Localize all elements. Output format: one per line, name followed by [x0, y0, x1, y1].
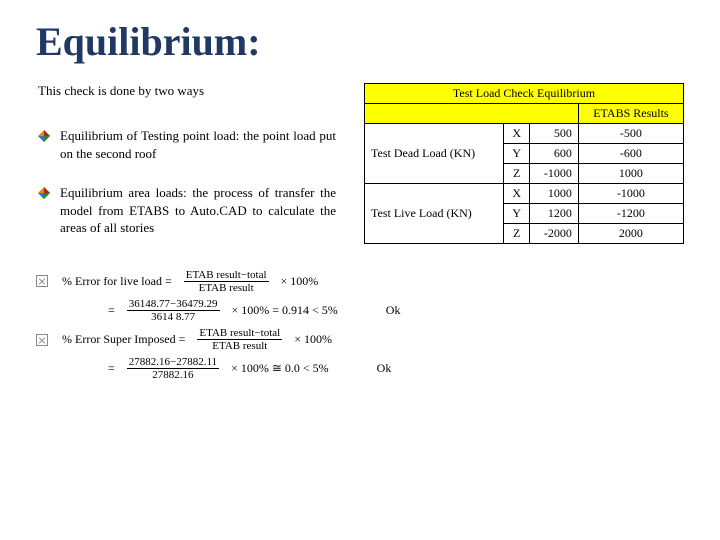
value: -1000	[530, 164, 579, 184]
page-title: Equilibrium:	[36, 18, 690, 65]
eqn-live-load-val: = 36148.77−36479.29 3614 8.77 × 100% = 0…	[108, 298, 690, 323]
axis: Y	[504, 204, 530, 224]
numerator: ETAB result−total	[184, 269, 269, 281]
numerator: 36148.77−36479.29	[127, 298, 220, 310]
bullet-2: Equilibrium area loads: the process of t…	[36, 184, 336, 237]
ok-label: Ok	[386, 301, 401, 320]
etabs-value: -500	[578, 124, 683, 144]
tail: × 100%	[294, 330, 332, 349]
fraction: ETAB result−total ETAB result	[184, 269, 269, 294]
tail: × 100%	[281, 272, 319, 291]
denominator: 27882.16	[150, 369, 195, 381]
lhs: % Error Super Imposed =	[62, 330, 185, 349]
fraction: 27882.16−27882.11 27882.16	[127, 356, 219, 381]
left-column: This check is done by two ways Equilibri…	[36, 83, 336, 259]
table-etabs-header: ETABS Results	[578, 104, 683, 124]
ok-label: Ok	[377, 359, 392, 378]
numerator: 27882.16−27882.11	[127, 356, 219, 368]
denominator: 3614 8.77	[149, 311, 197, 323]
denominator: ETAB result	[210, 340, 269, 352]
intro-text: This check is done by two ways	[38, 83, 336, 99]
axis: X	[504, 184, 530, 204]
bullet-1-text: Equilibrium of Testing point load: the p…	[60, 127, 336, 162]
fraction: 36148.77−36479.29 3614 8.77	[127, 298, 220, 323]
diamond-bullet-icon	[38, 129, 50, 147]
fraction: ETAB result−total ETAB result	[197, 327, 282, 352]
equilibrium-table: Test Load Check Equilibrium ETABS Result…	[364, 83, 684, 244]
axis: Z	[504, 164, 530, 184]
equations-block: % Error for live load = ETAB result−tota…	[36, 269, 690, 382]
placeholder-icon	[36, 275, 48, 287]
tail: × 100% ≅ 0.0 < 5%	[231, 359, 329, 378]
bullet-2-text: Equilibrium area loads: the process of t…	[60, 184, 336, 237]
etabs-value: -600	[578, 144, 683, 164]
table-caption: Test Load Check Equilibrium	[365, 84, 684, 104]
etabs-value: 1000	[578, 164, 683, 184]
tail: × 100% = 0.914 < 5%	[232, 301, 338, 320]
value: 500	[530, 124, 579, 144]
right-column: Test Load Check Equilibrium ETABS Result…	[364, 83, 690, 244]
axis: Y	[504, 144, 530, 164]
lhs: % Error for live load =	[62, 272, 172, 291]
table-blank-header	[365, 104, 579, 124]
value: 1000	[530, 184, 579, 204]
eqn-super-imposed-val: = 27882.16−27882.11 27882.16 × 100% ≅ 0.…	[108, 356, 690, 381]
etabs-value: 2000	[578, 224, 683, 244]
eq-sign: =	[108, 359, 115, 378]
denominator: ETAB result	[197, 282, 256, 294]
etabs-value: -1000	[578, 184, 683, 204]
numerator: ETAB result−total	[197, 327, 282, 339]
row-label: Test Live Load (KN)	[365, 184, 504, 244]
etabs-value: -1200	[578, 204, 683, 224]
content-row: This check is done by two ways Equilibri…	[36, 83, 690, 259]
placeholder-icon	[36, 334, 48, 346]
row-label: Test Dead Load (KN)	[365, 124, 504, 184]
bullet-1: Equilibrium of Testing point load: the p…	[36, 127, 336, 162]
diamond-bullet-icon	[38, 186, 50, 204]
value: 600	[530, 144, 579, 164]
value: 1200	[530, 204, 579, 224]
eqn-super-imposed-def: % Error Super Imposed = ETAB result−tota…	[36, 327, 690, 352]
eqn-live-load-def: % Error for live load = ETAB result−tota…	[36, 269, 690, 294]
axis: Z	[504, 224, 530, 244]
value: -2000	[530, 224, 579, 244]
axis: X	[504, 124, 530, 144]
eq-sign: =	[108, 301, 115, 320]
